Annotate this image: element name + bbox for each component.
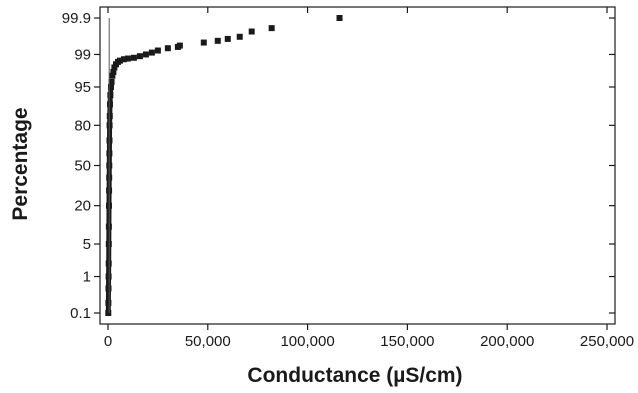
data-series [105,15,343,316]
y-tick-label: 0.1 [70,305,91,322]
plot-frame [99,6,616,325]
y-tick-label: 5 [83,236,91,253]
plot-area [99,6,616,325]
data-point [236,33,243,40]
data-point [154,47,161,54]
y-tick-label: 20 [74,198,91,215]
data-point [176,42,183,49]
data-point [164,45,171,52]
data-point [109,72,116,79]
data-point [105,299,112,306]
data-point [130,54,137,61]
data-point [108,78,115,85]
data-point [116,57,123,64]
data-point [136,53,143,60]
y-tick-label: 50 [74,158,91,175]
x-tick-label: 0 [104,333,112,350]
x-tick-label: 50,000 [185,333,231,350]
y-tick-label: 99 [74,46,91,63]
data-point [336,15,343,21]
y-axis: 0.1 1 5 20 50 80 95 99 99.9 [62,10,615,322]
data-point [106,101,113,108]
data-point [214,37,221,44]
x-axis: 0 50,000 100,000 150,000 200,000 250,000 [104,7,634,350]
y-tick-label: 80 [74,117,91,134]
y-tick-label: 95 [74,79,91,96]
data-point [105,273,112,280]
data-point [268,25,275,32]
data-point [107,92,114,99]
x-tick-label: 250,000 [580,333,634,350]
y-tick-label: 99.9 [62,10,91,27]
x-tick-label: 100,000 [280,333,334,350]
data-point [200,39,207,46]
data-point [248,28,255,35]
x-tick-label: 200,000 [480,333,534,350]
data-point [107,83,114,90]
x-tick-label: 150,000 [380,333,434,350]
data-point [111,64,118,71]
data-point [148,49,155,56]
data-point [110,68,117,75]
data-point [106,113,113,120]
y-axis-title: Percentage [9,107,32,220]
data-point [120,56,127,63]
data-point [142,51,149,58]
data-point [224,35,231,42]
data-point [124,55,131,62]
x-axis-title: Conductance (µS/cm) [247,364,462,387]
data-point [105,310,112,316]
y-tick-label: 1 [83,269,91,286]
data-point [105,285,112,292]
